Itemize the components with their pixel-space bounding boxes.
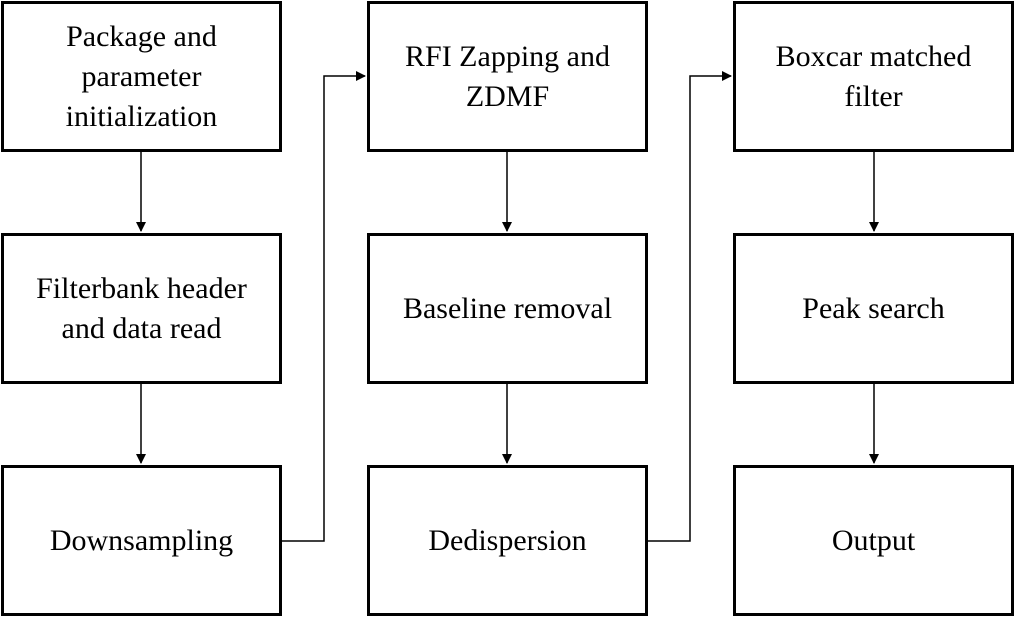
peak-search-label: Peak search <box>802 291 945 325</box>
rfi-zapping-box: RFI Zapping and ZDMF <box>367 1 648 152</box>
arrow-downsampling-to-rfi <box>282 71 366 542</box>
peak-search-box: Peak search <box>733 233 1014 384</box>
downsampling-box: Downsampling <box>1 465 282 616</box>
output-box: Output <box>733 465 1014 616</box>
package-init-box: Package and parameter initialization <box>1 1 282 152</box>
filterbank-read-box: Filterbank header and data read <box>1 233 282 384</box>
baseline-removal-box: Baseline removal <box>367 233 648 384</box>
boxcar-filter-box: Boxcar matched filter <box>733 1 1014 152</box>
output-label: Output <box>831 523 916 557</box>
boxcar-filter-label: Boxcar matched filter <box>775 39 972 113</box>
rfi-zapping-label: RFI Zapping and ZDMF <box>405 39 610 113</box>
dedispersion-label: Dedispersion <box>428 523 587 557</box>
downsampling-label: Downsampling <box>49 523 234 557</box>
package-init-label: Package and parameter initialization <box>65 19 218 133</box>
arrow-dedispersion-to-boxcar <box>648 71 732 542</box>
dedispersion-box: Dedispersion <box>367 465 648 616</box>
baseline-removal-label: Baseline removal <box>402 291 613 325</box>
filterbank-read-label: Filterbank header and data read <box>36 271 247 345</box>
